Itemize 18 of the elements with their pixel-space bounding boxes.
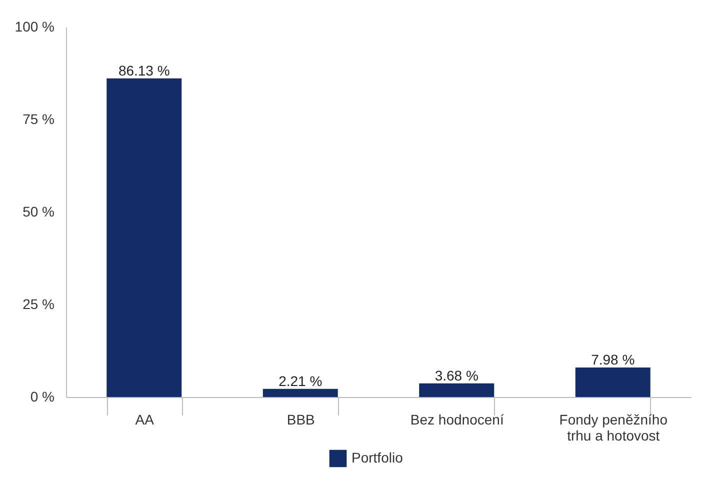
x-tick-label: AA	[135, 412, 155, 428]
bar	[262, 388, 338, 397]
y-tick-label: 75 %	[22, 111, 54, 127]
y-tick-label: 25 %	[22, 296, 54, 312]
bar	[419, 383, 494, 397]
y-tick-label: 0 %	[30, 388, 54, 404]
data-label: 2.21 %	[278, 372, 322, 389]
legend-label: Portfolio	[352, 450, 404, 466]
x-tick-label: Bez hodnocení	[410, 412, 504, 428]
data-label: 7.98 %	[591, 351, 635, 368]
data-label: 86.13 %	[118, 62, 170, 78]
y-tick-label: 100 %	[14, 18, 54, 34]
data-label: 3.68 %	[434, 367, 478, 384]
bar	[106, 78, 182, 397]
x-tick-label: BBB	[286, 412, 315, 428]
bar	[575, 367, 650, 397]
x-tick-label: Fondy peněžního trhu a hotovost	[559, 412, 668, 444]
y-tick-label: 50 %	[22, 204, 54, 220]
